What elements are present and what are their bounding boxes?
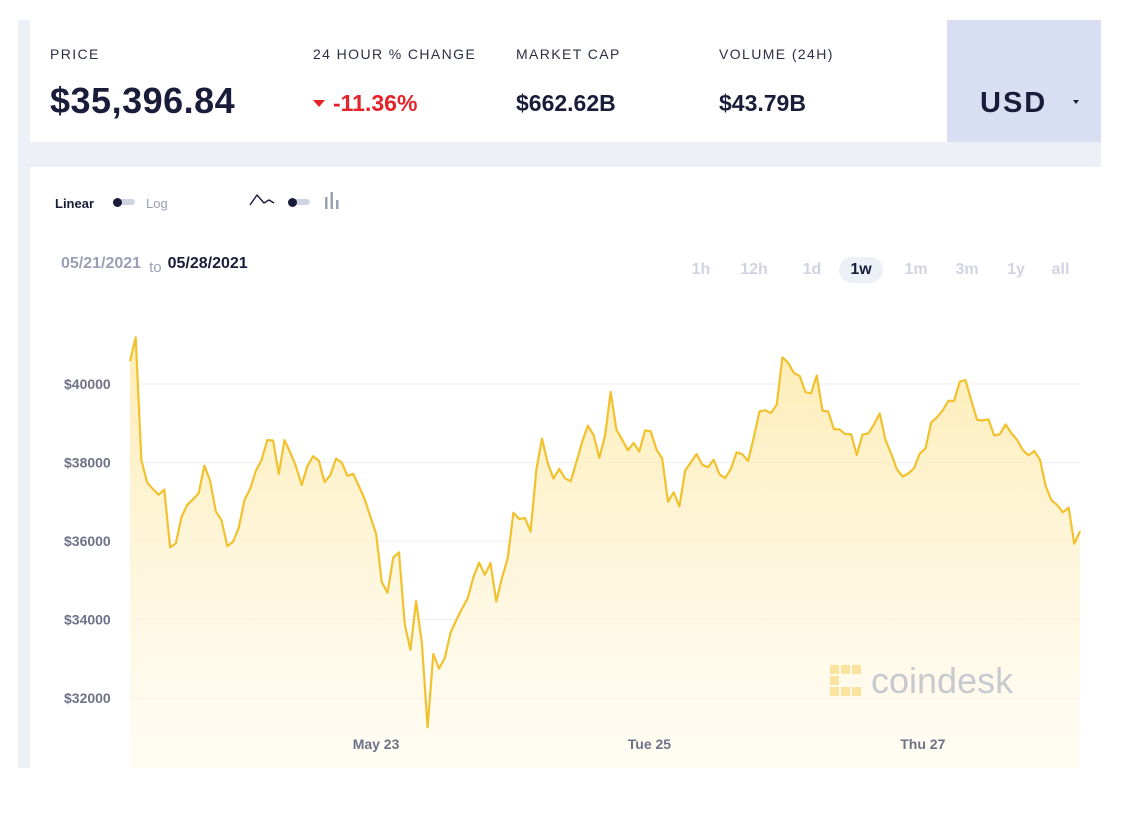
currency-code: USD	[980, 87, 1048, 119]
toggle-knob	[113, 197, 122, 207]
market-cap-label: MARKET CAP	[516, 46, 621, 62]
volume-label: VOLUME (24H)	[719, 46, 834, 62]
price-label: PRICE	[50, 46, 100, 62]
range-button-1w[interactable]: 1w	[839, 257, 883, 283]
range-button-1h[interactable]: 1h	[691, 261, 711, 278]
log-label[interactable]: Log	[146, 196, 168, 211]
caret-down-icon	[313, 100, 325, 107]
coindesk-logo	[830, 665, 861, 696]
change-value: -11.36%	[333, 90, 418, 116]
price-chart: $32000 $34000 $36000 $38000 $40000 May 23 Tue …	[30, 317, 1101, 768]
currency-selector[interactable]: USD	[947, 20, 1101, 142]
range-button-all[interactable]: all	[1051, 261, 1070, 278]
price-value: $35,396.84	[50, 80, 236, 121]
chart-card: Linear Log 05/21/2021 to 05/28/2021 1h 12h 1…	[30, 167, 1101, 768]
y-tick-label: $38000	[64, 455, 111, 471]
line-chart-icon[interactable]	[248, 191, 276, 209]
x-tick-label: May 23	[353, 736, 400, 752]
watermark-text: coindesk	[871, 660, 1014, 701]
chart-type-toggle-switch[interactable]	[288, 197, 310, 207]
price-line	[128, 336, 1082, 729]
change-value-wrap: -11.36%	[313, 90, 417, 117]
x-tick-label: Tue 25	[628, 736, 672, 752]
range-button-1y[interactable]: 1y	[1007, 261, 1025, 278]
price-area-fill	[130, 337, 1080, 768]
date-range: 05/21/2021 to 05/28/2021	[61, 255, 248, 276]
y-tick-label: $36000	[64, 533, 111, 549]
date-to[interactable]: 05/28/2021	[167, 255, 248, 272]
range-button-12h[interactable]: 12h	[740, 261, 768, 278]
date-to-word: to	[149, 259, 162, 276]
bar-chart-icon[interactable]	[323, 191, 341, 211]
scale-toggle-switch[interactable]	[113, 197, 135, 207]
change-label: 24 HOUR % CHANGE	[313, 46, 477, 62]
range-button-1d[interactable]: 1d	[802, 261, 822, 278]
market-cap-value: $662.62B	[516, 90, 616, 116]
y-tick-label: $34000	[64, 612, 111, 628]
x-tick-label: Thu 27	[900, 736, 945, 752]
linear-label[interactable]: Linear	[55, 196, 95, 211]
volume-value: $43.79B	[719, 90, 806, 116]
toggle-knob	[288, 197, 297, 207]
range-button-3m[interactable]: 3m	[955, 261, 979, 278]
y-tick-label: $32000	[64, 690, 111, 706]
range-button-1m[interactable]: 1m	[904, 261, 928, 278]
y-tick-label: $40000	[64, 376, 111, 392]
caret-down-icon	[1073, 100, 1079, 104]
time-range-selector: 1h 12h 1d 1w 1m 3m 1y all	[690, 257, 1074, 283]
price-chart-svg: $32000 $34000 $36000 $38000 $40000 May 23 Tue …	[64, 336, 1082, 768]
stats-header: PRICE $35,396.84 24 HOUR % CHANGE -11.36…	[30, 20, 947, 142]
date-from[interactable]: 05/21/2021	[61, 255, 142, 272]
